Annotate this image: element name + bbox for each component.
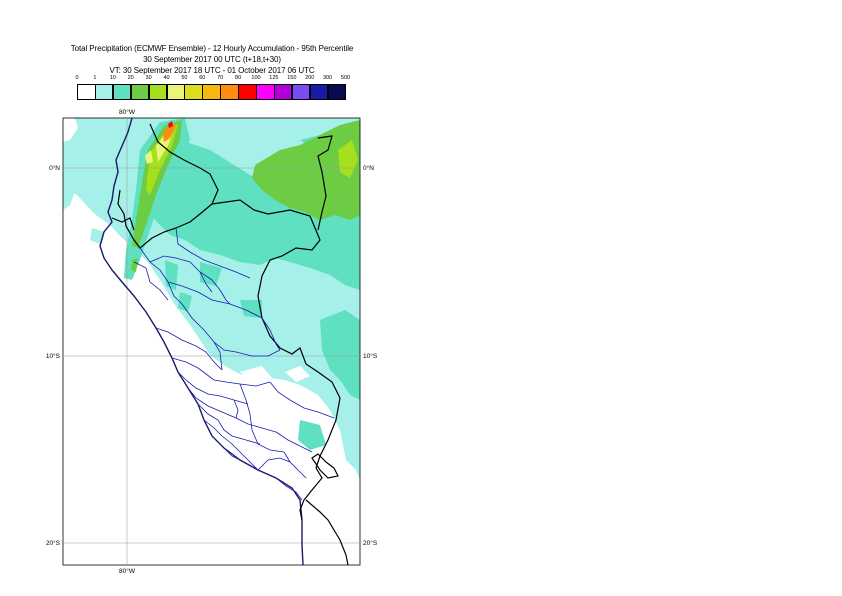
legend-threshold-label: 1 — [93, 75, 97, 81]
lat-label-right-10s: 10°S — [363, 352, 378, 360]
legend-threshold-label: 100 — [251, 75, 261, 81]
precipitation-legend — [77, 84, 347, 100]
lon-label-top: 80°W — [119, 108, 136, 116]
legend-threshold-label: 10 — [109, 75, 116, 81]
legend-threshold-label: 70 — [217, 75, 224, 81]
region-borders — [133, 227, 335, 501]
lat-label-right-20s: 20°S — [363, 539, 378, 547]
title-line-1: Total Precipitation (ECMWF Ensemble) - 1… — [70, 44, 354, 53]
legend-threshold-label: 30 — [145, 75, 152, 81]
lon-label-bottom: 80°W — [119, 567, 136, 575]
legend-threshold-label: 50 — [181, 75, 188, 81]
country-borders — [111, 123, 349, 565]
legend-swatch — [327, 84, 347, 100]
title-line-2: 30 September 2017 00 UTC (t+18,t+30) — [143, 55, 281, 64]
legend-threshold-label: 40 — [163, 75, 170, 81]
graticule — [63, 118, 360, 565]
legend-threshold-label: 300 — [323, 75, 333, 81]
legend-threshold-label: 125 — [269, 75, 279, 81]
heavy-rain-area — [252, 120, 360, 220]
legend-threshold-label: 80 — [235, 75, 242, 81]
lat-label-left-0: 0°N — [49, 164, 60, 172]
lat-label-right-0: 0°N — [363, 164, 374, 172]
legend-threshold-label: 500 — [340, 75, 351, 81]
legend-threshold-label: 200 — [305, 75, 315, 81]
map-frame — [62, 117, 361, 566]
legend-threshold-label: 150 — [287, 75, 297, 81]
moderate-rain-area — [140, 140, 360, 290]
lat-label-left-20s: 20°S — [46, 539, 61, 547]
legend-threshold-labels: 0 1 10 20 30 40 50 60 70 80 100 125 150 200 300 500 — [0, 75, 842, 84]
legend-threshold-label: 20 — [127, 75, 134, 81]
lat-label-left-10s: 10°S — [46, 352, 61, 360]
legend-threshold-label: 60 — [199, 75, 206, 81]
precipitation-field — [63, 118, 360, 480]
legend-threshold-label: 0 — [75, 75, 79, 81]
title-line-3: VT: 30 September 2017 18 UTC - 01 Octobe… — [109, 66, 315, 75]
